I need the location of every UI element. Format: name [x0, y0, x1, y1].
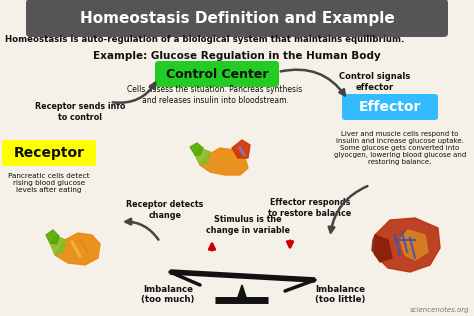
- Text: Imbalance
(too much): Imbalance (too much): [141, 285, 195, 304]
- FancyBboxPatch shape: [155, 61, 279, 87]
- Polygon shape: [400, 230, 428, 260]
- Polygon shape: [55, 233, 100, 265]
- Text: Receptor: Receptor: [13, 146, 84, 160]
- Text: sciencenotes.org: sciencenotes.org: [410, 307, 470, 313]
- Text: Control Center: Control Center: [166, 68, 268, 81]
- Polygon shape: [190, 143, 203, 155]
- FancyBboxPatch shape: [342, 94, 438, 120]
- Text: Imbalance
(too little): Imbalance (too little): [315, 285, 365, 304]
- Polygon shape: [237, 285, 247, 300]
- Text: Homeostasis is auto-regulation of a biological system that maintains equilibrium: Homeostasis is auto-regulation of a biol…: [5, 35, 404, 45]
- Text: Stimulus is the
change in variable: Stimulus is the change in variable: [206, 215, 290, 235]
- Polygon shape: [50, 236, 66, 255]
- Polygon shape: [375, 218, 440, 272]
- Text: Example: Glucose Regulation in the Human Body: Example: Glucose Regulation in the Human…: [93, 51, 381, 61]
- Text: Receptor sends info
to control: Receptor sends info to control: [35, 102, 125, 122]
- Polygon shape: [372, 235, 392, 262]
- FancyBboxPatch shape: [26, 0, 448, 37]
- Text: Homeostasis Definition and Example: Homeostasis Definition and Example: [80, 10, 394, 26]
- Text: Pancreatic cells detect
rising blood glucose
levels after eating: Pancreatic cells detect rising blood glu…: [8, 173, 90, 193]
- Polygon shape: [200, 148, 248, 175]
- Text: Control signals
effector: Control signals effector: [339, 72, 410, 92]
- Text: Cells assess the situation. Pancreas synthesis
and releases insulin into bloodst: Cells assess the situation. Pancreas syn…: [128, 85, 302, 105]
- FancyBboxPatch shape: [2, 140, 96, 166]
- Polygon shape: [46, 230, 59, 244]
- Text: Liver and muscle cells respond to
insulin and increase glucose uptake.
Some gluc: Liver and muscle cells respond to insuli…: [334, 131, 466, 165]
- Text: Receptor detects
change: Receptor detects change: [126, 200, 204, 220]
- Text: Effector responds
to restore balance: Effector responds to restore balance: [268, 198, 352, 218]
- Text: Effector: Effector: [359, 100, 421, 114]
- Polygon shape: [195, 148, 210, 165]
- Polygon shape: [232, 140, 250, 158]
